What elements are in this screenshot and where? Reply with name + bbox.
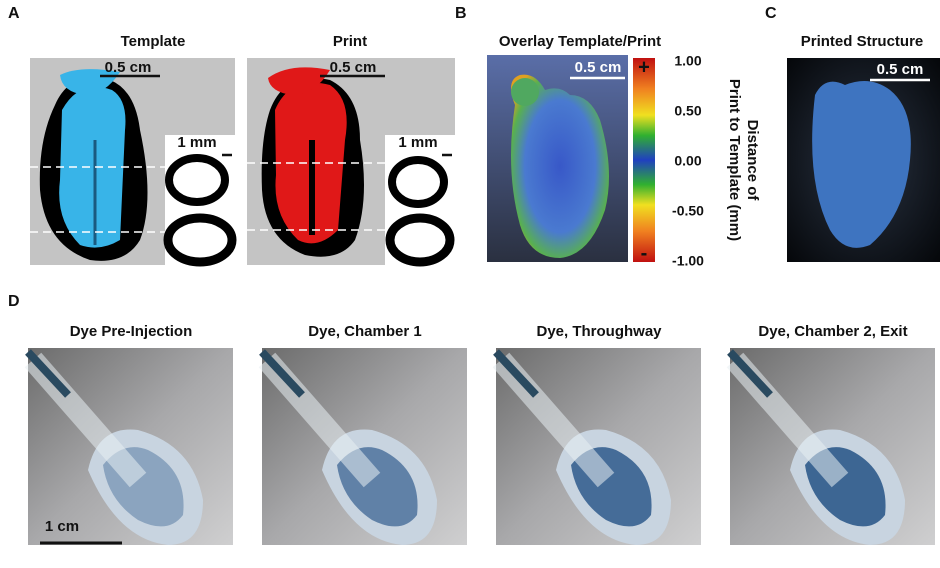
cross-section xyxy=(165,154,229,206)
axis-label: Print to Template (mm) xyxy=(726,79,743,241)
needle xyxy=(493,349,539,398)
print-vessel xyxy=(268,67,330,95)
cross-section xyxy=(388,156,448,208)
needle xyxy=(25,349,71,398)
needle xyxy=(727,349,773,398)
colorbar-tick-label: 0.00 xyxy=(674,153,701,169)
colorbar-tick-label: -1.00 xyxy=(672,253,704,269)
colorbar-plus: + xyxy=(638,56,650,78)
panel-title: Template xyxy=(121,33,186,50)
colorbar-minus: - xyxy=(641,242,648,264)
axis-label: Distance of xyxy=(744,120,761,202)
photo-title: Dye, Chamber 1 xyxy=(308,323,421,340)
needle xyxy=(259,349,305,398)
overlay-vessel xyxy=(511,78,539,106)
photo-title: Dye Pre-Injection xyxy=(70,323,193,340)
scale-label: 1 mm xyxy=(398,134,437,151)
panel-label: A xyxy=(8,5,20,22)
scale-label: 0.5 cm xyxy=(575,59,622,76)
overlay-heart xyxy=(511,74,609,258)
scale-label: 1 mm xyxy=(177,134,216,151)
scale-label: 0.5 cm xyxy=(105,59,152,76)
panel-title: Print xyxy=(333,33,367,50)
scale-label: 0.5 cm xyxy=(877,61,924,78)
colorbar xyxy=(633,58,655,262)
colorbar-tick-label: 0.50 xyxy=(674,103,701,119)
photo-title: Dye, Chamber 2, Exit xyxy=(758,323,907,340)
panel-label: B xyxy=(455,5,467,22)
cross-section xyxy=(163,213,237,267)
panel-label: C xyxy=(765,5,777,22)
scale-label: 1 cm xyxy=(45,518,79,535)
panel-title: Printed Structure xyxy=(801,33,924,50)
panel-title: Overlay Template/Print xyxy=(499,33,661,50)
colorbar-tick-label: -0.50 xyxy=(672,203,704,219)
scale-label: 0.5 cm xyxy=(330,59,377,76)
template-heart xyxy=(59,86,126,248)
photo-title: Dye, Throughway xyxy=(536,323,662,340)
cross-section xyxy=(385,213,455,267)
colorbar-tick-label: 1.00 xyxy=(674,53,701,69)
printed-heart xyxy=(812,81,911,248)
panel-label: D xyxy=(8,293,20,310)
